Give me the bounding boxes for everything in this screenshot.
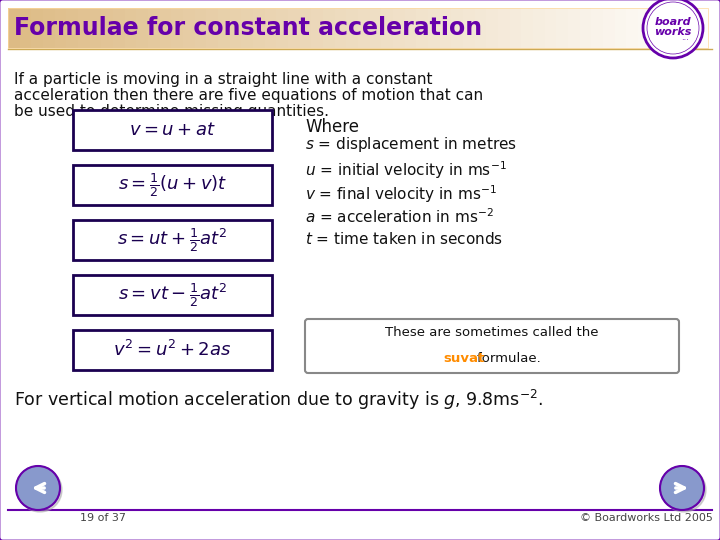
Text: $v^2 = u^2 + 2as$: $v^2 = u^2 + 2as$ <box>113 340 232 360</box>
FancyBboxPatch shape <box>8 8 21 48</box>
Text: Where: Where <box>305 118 359 136</box>
FancyBboxPatch shape <box>533 8 546 48</box>
Circle shape <box>643 0 703 58</box>
FancyBboxPatch shape <box>557 8 569 48</box>
FancyBboxPatch shape <box>358 8 371 48</box>
Text: ...: ... <box>681 33 689 43</box>
FancyBboxPatch shape <box>393 8 405 48</box>
FancyBboxPatch shape <box>148 8 161 48</box>
Text: $a$ = acceleration in ms$^{-2}$: $a$ = acceleration in ms$^{-2}$ <box>305 207 494 226</box>
FancyBboxPatch shape <box>73 165 272 205</box>
FancyBboxPatch shape <box>626 8 639 48</box>
FancyBboxPatch shape <box>323 8 336 48</box>
FancyBboxPatch shape <box>603 8 616 48</box>
Text: $u$ = initial velocity in ms$^{-1}$: $u$ = initial velocity in ms$^{-1}$ <box>305 159 507 181</box>
Text: $t$ = time taken in seconds: $t$ = time taken in seconds <box>305 231 503 247</box>
FancyBboxPatch shape <box>43 8 55 48</box>
FancyBboxPatch shape <box>136 8 149 48</box>
Text: be used to determine missing quantities.: be used to determine missing quantities. <box>14 104 329 119</box>
FancyBboxPatch shape <box>125 8 138 48</box>
FancyBboxPatch shape <box>685 8 698 48</box>
Text: $v$ = final velocity in ms$^{-1}$: $v$ = final velocity in ms$^{-1}$ <box>305 183 497 205</box>
FancyBboxPatch shape <box>335 8 347 48</box>
FancyBboxPatch shape <box>19 8 32 48</box>
FancyBboxPatch shape <box>253 8 266 48</box>
Text: $v = u + at$: $v = u + at$ <box>129 121 216 139</box>
Circle shape <box>16 466 60 510</box>
FancyBboxPatch shape <box>73 330 272 370</box>
FancyBboxPatch shape <box>696 8 709 48</box>
FancyBboxPatch shape <box>311 8 324 48</box>
FancyBboxPatch shape <box>591 8 604 48</box>
FancyBboxPatch shape <box>346 8 359 48</box>
Text: acceleration then there are five equations of motion that can: acceleration then there are five equatio… <box>14 88 483 103</box>
FancyBboxPatch shape <box>66 8 79 48</box>
FancyBboxPatch shape <box>160 8 172 48</box>
FancyBboxPatch shape <box>102 8 114 48</box>
FancyBboxPatch shape <box>451 8 464 48</box>
FancyBboxPatch shape <box>521 8 534 48</box>
FancyBboxPatch shape <box>369 8 382 48</box>
FancyBboxPatch shape <box>428 8 441 48</box>
FancyBboxPatch shape <box>241 8 254 48</box>
Text: formulae.: formulae. <box>443 352 541 365</box>
Text: suvat: suvat <box>444 352 485 365</box>
FancyBboxPatch shape <box>207 8 219 48</box>
Text: $s = \frac{1}{2}(u + v)t$: $s = \frac{1}{2}(u + v)t$ <box>118 171 228 199</box>
Text: Formulae for constant acceleration: Formulae for constant acceleration <box>14 16 482 40</box>
FancyBboxPatch shape <box>486 8 499 48</box>
FancyBboxPatch shape <box>73 110 272 150</box>
FancyBboxPatch shape <box>382 8 394 48</box>
Text: If a particle is moving in a straight line with a constant: If a particle is moving in a straight li… <box>14 72 433 87</box>
FancyBboxPatch shape <box>615 8 627 48</box>
FancyBboxPatch shape <box>194 8 207 48</box>
FancyBboxPatch shape <box>649 8 662 48</box>
FancyBboxPatch shape <box>183 8 196 48</box>
FancyBboxPatch shape <box>463 8 476 48</box>
FancyBboxPatch shape <box>416 8 429 48</box>
FancyBboxPatch shape <box>662 8 674 48</box>
FancyBboxPatch shape <box>440 8 452 48</box>
FancyBboxPatch shape <box>288 8 301 48</box>
FancyBboxPatch shape <box>673 8 685 48</box>
FancyBboxPatch shape <box>73 275 272 315</box>
FancyBboxPatch shape <box>568 8 580 48</box>
Text: 19 of 37: 19 of 37 <box>80 513 126 523</box>
Text: works: works <box>654 27 692 37</box>
FancyBboxPatch shape <box>78 8 91 48</box>
FancyBboxPatch shape <box>218 8 230 48</box>
FancyBboxPatch shape <box>544 8 557 48</box>
FancyBboxPatch shape <box>580 8 593 48</box>
Text: $s$ = displacement in metres: $s$ = displacement in metres <box>305 135 517 154</box>
FancyBboxPatch shape <box>73 220 272 260</box>
FancyBboxPatch shape <box>510 8 522 48</box>
Text: For vertical motion acceleration due to gravity is $g$, 9.8ms$^{-2}$.: For vertical motion acceleration due to … <box>14 388 543 412</box>
FancyBboxPatch shape <box>638 8 651 48</box>
FancyBboxPatch shape <box>90 8 102 48</box>
Text: These are sometimes called the: These are sometimes called the <box>385 327 599 340</box>
Circle shape <box>18 468 62 512</box>
FancyBboxPatch shape <box>498 8 510 48</box>
Text: $s = ut + \frac{1}{2}at^2$: $s = ut + \frac{1}{2}at^2$ <box>117 226 228 254</box>
Circle shape <box>662 468 706 512</box>
FancyBboxPatch shape <box>32 8 44 48</box>
FancyBboxPatch shape <box>405 8 418 48</box>
FancyBboxPatch shape <box>305 319 679 373</box>
FancyBboxPatch shape <box>171 8 184 48</box>
FancyBboxPatch shape <box>265 8 277 48</box>
Circle shape <box>660 466 704 510</box>
FancyBboxPatch shape <box>55 8 68 48</box>
Text: board: board <box>654 17 691 27</box>
FancyBboxPatch shape <box>230 8 243 48</box>
FancyBboxPatch shape <box>300 8 312 48</box>
FancyBboxPatch shape <box>474 8 487 48</box>
Text: © Boardworks Ltd 2005: © Boardworks Ltd 2005 <box>580 513 713 523</box>
FancyBboxPatch shape <box>276 8 289 48</box>
Text: $s = vt - \frac{1}{2}at^2$: $s = vt - \frac{1}{2}at^2$ <box>117 281 228 309</box>
FancyBboxPatch shape <box>113 8 126 48</box>
